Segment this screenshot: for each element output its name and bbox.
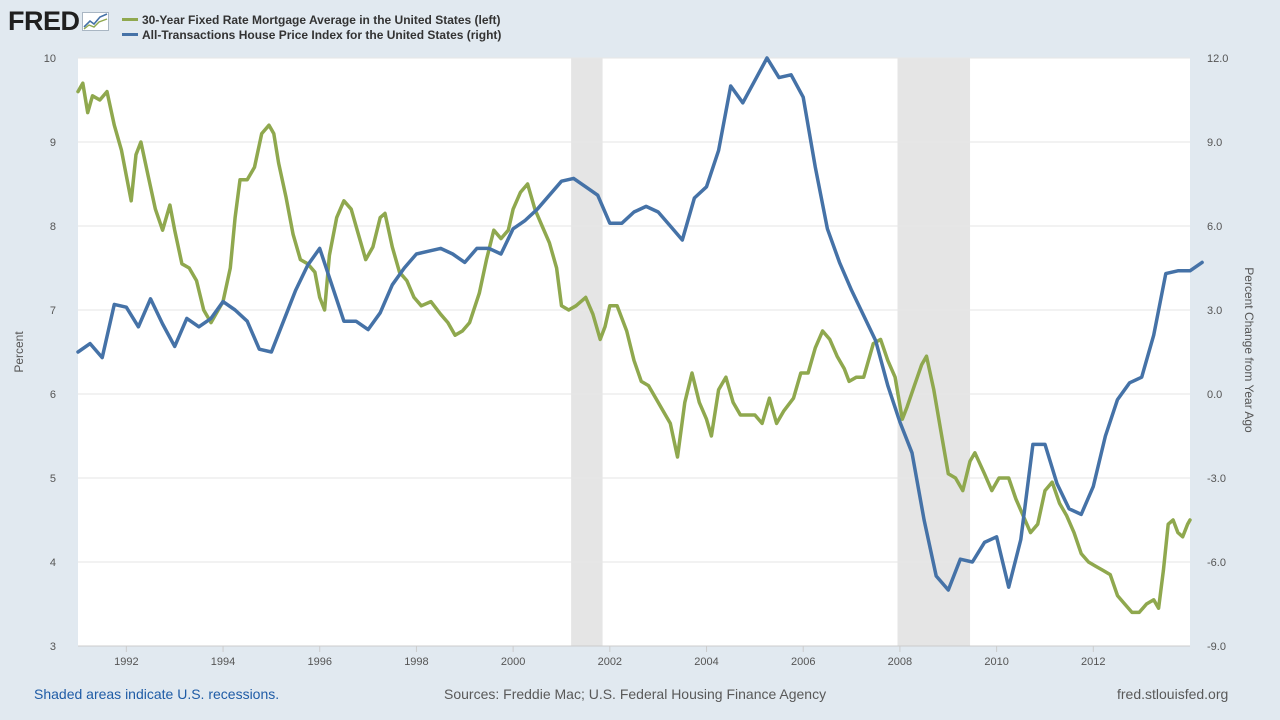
legend-label-mortgage: 30-Year Fixed Rate Mortgage Average in t… <box>142 12 501 27</box>
fred-logo[interactable]: FRED <box>8 6 110 36</box>
y-axis-right-ticks: -9.0 -6.0 -3.0 0.0 3.0 6.0 9.0 12.0 <box>1207 53 1228 653</box>
x-tick-label-2: 1996 <box>307 656 331 668</box>
y-right-tick-label-5: 6.0 <box>1207 221 1222 233</box>
y-left-tick-label-0: 3 <box>50 641 56 653</box>
chart-footer: Shaded areas indicate U.S. recessions. S… <box>0 684 1280 708</box>
y-right-tick-label-1: -6.0 <box>1207 557 1226 569</box>
x-tick-label-5: 2002 <box>598 656 622 668</box>
data-series <box>76 56 1204 615</box>
sources-text: Sources: Freddie Mac; U.S. Federal Housi… <box>444 686 827 702</box>
y-left-tick-label-5: 8 <box>50 221 56 233</box>
x-tick-label-4: 2000 <box>501 656 525 668</box>
y-left-tick-label-7: 10 <box>44 53 56 65</box>
y-axis-left-label: Percent <box>12 331 26 373</box>
y-axis-left-ticks: 3 4 5 6 7 8 9 10 <box>44 53 56 653</box>
y-left-tick-label-4: 7 <box>50 305 56 317</box>
series-line-hpi[interactable] <box>76 56 1204 592</box>
y-left-tick-label-1: 4 <box>50 557 56 569</box>
recession-note: Shaded areas indicate U.S. recessions. <box>34 686 280 702</box>
legend-swatch-mortgage <box>122 18 138 21</box>
x-tick-label-8: 2008 <box>888 656 912 668</box>
recession-band-0 <box>571 58 603 646</box>
site-link[interactable]: fred.stlouisfed.org <box>1117 686 1229 702</box>
legend-swatch-hpi <box>122 33 138 36</box>
y-left-tick-label-6: 9 <box>50 137 56 149</box>
y-right-tick-label-7: 12.0 <box>1207 53 1228 65</box>
y-right-tick-label-2: -3.0 <box>1207 473 1226 485</box>
x-axis-ticks: 1992 1994 1996 1998 2000 2002 2004 2006 2008 2010… <box>114 646 1106 668</box>
y-right-tick-label-0: -9.0 <box>1207 641 1226 653</box>
x-tick-label-9: 2010 <box>984 656 1008 668</box>
chart-header: FRED 30-Year Fixed Rate Mortgage Average… <box>0 0 1280 48</box>
legend-label-hpi: All-Transactions House Price Index for t… <box>142 27 502 42</box>
legend-item-mortgage[interactable]: 30-Year Fixed Rate Mortgage Average in t… <box>122 12 501 27</box>
plot-background <box>78 58 1190 646</box>
gridlines <box>78 57 1190 647</box>
x-tick-label-10: 2012 <box>1081 656 1105 668</box>
recession-band-1 <box>897 58 971 646</box>
x-tick-label-0: 1992 <box>114 656 138 668</box>
y-left-tick-label-2: 5 <box>50 473 56 485</box>
x-tick-label-6: 2004 <box>694 656 718 668</box>
x-tick-label-3: 1998 <box>404 656 428 668</box>
y-left-tick-label-3: 6 <box>50 389 56 401</box>
legend: 30-Year Fixed Rate Mortgage Average in t… <box>122 12 501 42</box>
recession-bands <box>571 58 971 646</box>
y-right-tick-label-3: 0.0 <box>1207 389 1222 401</box>
x-tick-label-7: 2006 <box>791 656 815 668</box>
fred-logo-text: FRED <box>8 6 80 36</box>
fred-logo-chart-icon <box>81 12 109 31</box>
y-right-tick-label-6: 9.0 <box>1207 137 1222 149</box>
line-chart[interactable]: 1992 1994 1996 1998 2000 2002 2004 2006 2008 2010… <box>0 48 1280 680</box>
series-line-mortgage[interactable] <box>76 81 1192 615</box>
legend-item-hpi[interactable]: All-Transactions House Price Index for t… <box>122 27 501 42</box>
y-right-tick-label-4: 3.0 <box>1207 305 1222 317</box>
x-tick-label-1: 1994 <box>211 656 235 668</box>
y-axis-right-label: Percent Change from Year Ago <box>1242 267 1256 433</box>
